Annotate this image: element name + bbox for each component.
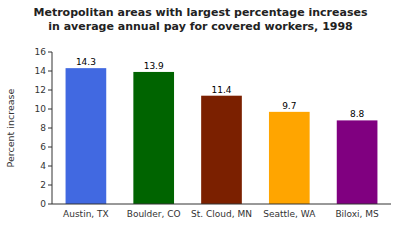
title-line: in average annual pay for covered worker… bbox=[48, 20, 353, 33]
x-tick-label: Biloxi, MS bbox=[335, 209, 379, 219]
bar bbox=[337, 120, 378, 204]
chart-container: Metropolitan areas with largest percenta… bbox=[0, 0, 401, 238]
y-tick bbox=[48, 128, 52, 129]
y-tick-label: 10 bbox=[35, 104, 47, 114]
data-label: 13.9 bbox=[144, 61, 164, 71]
x-axis-line bbox=[52, 204, 391, 205]
x-tick-label: Boulder, CO bbox=[127, 209, 181, 219]
data-label: 9.7 bbox=[282, 101, 296, 111]
data-label: 11.4 bbox=[211, 85, 231, 95]
bar bbox=[269, 112, 310, 204]
x-tick-label: Austin, TX bbox=[63, 209, 109, 219]
y-tick-label: 8 bbox=[40, 123, 46, 133]
chart-svg: Metropolitan areas with largest percenta… bbox=[0, 0, 401, 238]
bar bbox=[66, 68, 107, 204]
y-tick bbox=[48, 166, 52, 167]
y-tick-label: 4 bbox=[40, 161, 46, 171]
y-tick-label: 2 bbox=[40, 180, 46, 190]
x-tick-label: Seattle, WA bbox=[263, 209, 316, 219]
title: Metropolitan areas with largest percenta… bbox=[34, 6, 368, 33]
y-tick-label: 0 bbox=[40, 199, 46, 209]
y-tick bbox=[48, 52, 52, 53]
bar bbox=[133, 72, 174, 204]
y-tick bbox=[48, 147, 52, 148]
y-tick bbox=[48, 90, 52, 91]
y-tick-label: 12 bbox=[35, 85, 46, 95]
bar bbox=[201, 96, 242, 204]
y-axis-label: Percent increase bbox=[5, 88, 16, 167]
y-tick bbox=[48, 204, 52, 205]
y-tick-label: 16 bbox=[35, 47, 47, 57]
x-tick-label: St. Cloud, MN bbox=[191, 209, 252, 219]
data-label: 8.8 bbox=[350, 109, 365, 119]
bars bbox=[66, 68, 378, 204]
y-tick bbox=[48, 71, 52, 72]
y-tick bbox=[48, 109, 52, 110]
title-line: Metropolitan areas with largest percenta… bbox=[34, 6, 368, 19]
y-tick-label: 14 bbox=[35, 66, 47, 76]
y-tick bbox=[48, 185, 52, 186]
y-tick-label: 6 bbox=[40, 142, 46, 152]
data-label: 14.3 bbox=[76, 57, 96, 67]
